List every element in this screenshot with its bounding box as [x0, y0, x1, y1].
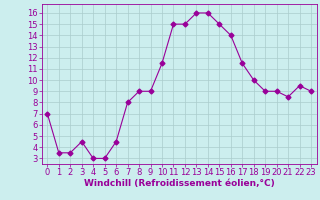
X-axis label: Windchill (Refroidissement éolien,°C): Windchill (Refroidissement éolien,°C)	[84, 179, 275, 188]
